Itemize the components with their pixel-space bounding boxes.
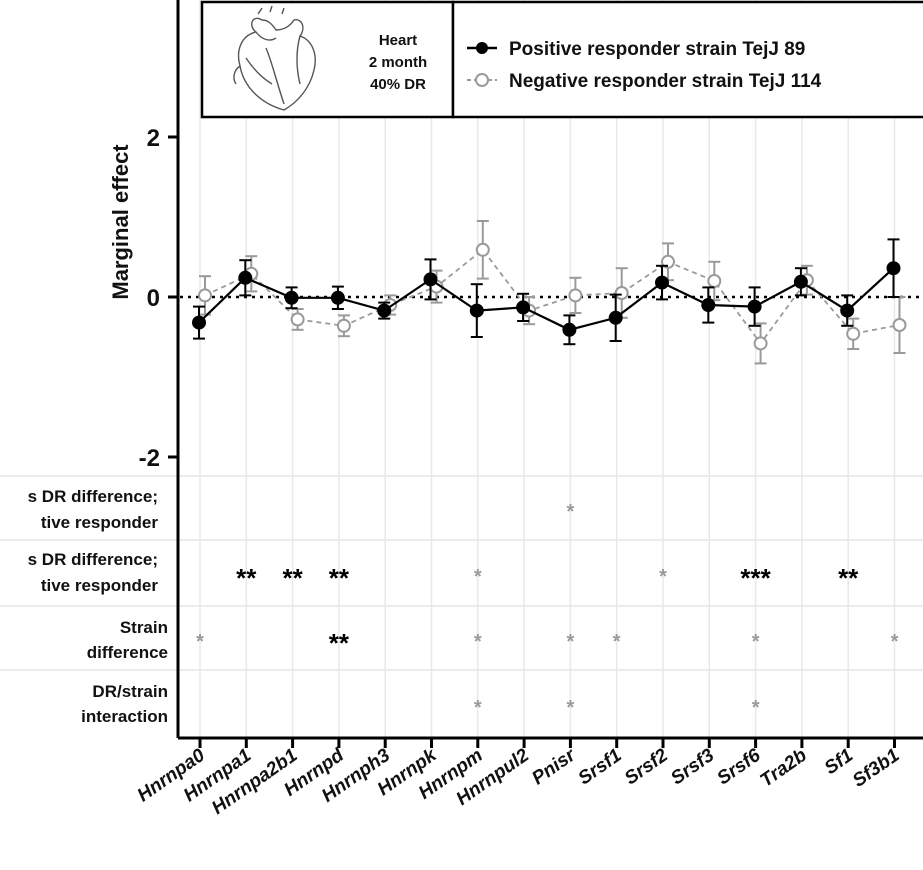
point-0-tra2b: [793, 274, 808, 289]
sig-mark-1-sf1: **: [838, 563, 859, 593]
point-1-hnrnpd: [336, 318, 351, 333]
legend-label-negative: Negative responder strain TejJ 114: [509, 71, 822, 92]
legend-entry-negative: Negative responder strain TejJ 114: [467, 71, 822, 92]
inset-box: Heart 2 month 40% DR: [200, 0, 455, 119]
point-0-hnrnpk: [423, 272, 438, 287]
y-tick-label-0: 0: [147, 285, 160, 312]
point-1-srsf6: [753, 336, 768, 351]
inset-line-1: Heart: [379, 32, 417, 49]
x-tick-label-srsf6: Srsf6: [713, 745, 764, 790]
sig-mark-0-pnisr: *: [567, 501, 575, 523]
point-1-srsf1: [614, 286, 629, 300]
x-tick-labels: Hnrnpa0Hnrnpa1Hnrnpa2b1HnrnpdHnrnph3Hnrn…: [134, 738, 903, 819]
y-axis-label: Marginal effect: [108, 144, 133, 300]
row-label-0-0: s DR difference;: [28, 487, 158, 506]
inset-line-2: 2 month: [369, 54, 427, 71]
point-0-hnrnpa0: [192, 315, 206, 330]
axes: Marginal effect: [108, 0, 923, 740]
y-ticks: -2 0 2: [139, 125, 178, 472]
series-negative: [198, 220, 907, 365]
point-1-pnisr: [568, 288, 583, 303]
row-label-1-1: tive responder: [41, 576, 159, 595]
legend: Positive responder strain TejJ 89 Negati…: [451, 0, 923, 119]
sig-mark-3-hnrnpm: *: [474, 697, 482, 719]
row-label-3-1: interaction: [81, 707, 168, 726]
inset-line-3: 40% DR: [370, 76, 426, 93]
point-0-hnrnpm: [469, 303, 484, 318]
series-line-0: [198, 267, 895, 331]
row-label-3-0: DR/strain: [92, 682, 168, 701]
point-1-hnrnpa0: [198, 288, 212, 303]
point-1-hnrnpm: [475, 242, 490, 257]
sig-mark-1-hnrnpm: *: [474, 566, 482, 588]
point-1-sf3b1: [892, 318, 907, 332]
point-0-hnrnph3: [377, 303, 392, 318]
point-0-hnrnpul2: [516, 300, 531, 315]
row-label-2-1: difference: [87, 643, 168, 662]
x-tick-label-sf3b1: Sf3b1: [849, 745, 903, 792]
row-label-0-1: tive responder: [41, 513, 159, 532]
point-0-pnisr: [562, 322, 577, 337]
vertical-gridlines: [199, 0, 896, 738]
sig-mark-2-hnrnpm: *: [474, 631, 482, 653]
sig-mark-2-hnrnpd: **: [329, 628, 350, 658]
sig-mark-1-hnrnpa1: **: [236, 563, 257, 593]
legend-label-positive: Positive responder strain TejJ 89: [509, 39, 805, 60]
sig-mark-3-pnisr: *: [567, 697, 575, 719]
point-1-sf1: [846, 326, 861, 341]
sig-mark-2-sf3b1: *: [891, 631, 899, 653]
series-positive: [192, 238, 901, 346]
y-tick-label-2: 2: [147, 125, 160, 152]
legend-marker-negative: [475, 73, 489, 87]
x-tick-label-pnisr: Pnisr: [528, 744, 580, 789]
sig-mark-1-srsf2: *: [659, 566, 667, 588]
sig-mark-1-hnrnpa2b1: **: [282, 563, 303, 593]
sig-mark-2-hnrnpa0: *: [196, 631, 204, 653]
point-0-sf3b1: [886, 261, 901, 276]
series-line-1: [204, 248, 900, 345]
x-tick-label-srsf2: Srsf2: [621, 745, 672, 790]
point-0-srsf3: [701, 298, 716, 312]
point-1-srsf3: [707, 274, 722, 288]
significance-rows: s DR difference; tive responder s DR diffe…: [0, 475, 923, 726]
sig-mark-2-srsf6: *: [752, 631, 760, 653]
sig-mark-1-hnrnpd: **: [329, 563, 350, 593]
x-tick-label-srsf3: Srsf3: [667, 745, 718, 790]
heart-icon: [233, 5, 316, 111]
point-0-srsf2: [655, 275, 669, 290]
point-0-hnrnpd: [330, 290, 345, 305]
point-0-hnrnpa1: [238, 270, 253, 285]
point-0-sf1: [840, 303, 855, 318]
sig-mark-2-srsf1: *: [613, 631, 621, 653]
point-1-hnrnpa2b1: [290, 312, 305, 327]
legend-entry-positive: Positive responder strain TejJ 89: [467, 39, 805, 60]
point-0-srsf1: [608, 310, 623, 325]
sig-mark-2-pnisr: *: [567, 631, 575, 653]
x-tick-label-tra2b: Tra2b: [757, 745, 811, 792]
legend-marker-positive: [476, 42, 488, 54]
point-0-hnrnpa2b1: [284, 290, 299, 305]
row-label-1-0: s DR difference;: [28, 550, 158, 569]
sig-mark-1-srsf6: ***: [740, 563, 771, 593]
point-0-srsf6: [747, 299, 762, 314]
significance-marks: *** ** ** * * *** *** ** * * * * ** * *: [196, 501, 899, 719]
series-layer: [192, 220, 907, 365]
row-label-2-0: Strain: [120, 618, 168, 637]
sig-mark-3-srsf6: *: [752, 697, 760, 719]
y-tick-label--2: -2: [139, 445, 160, 472]
x-tick-label-srsf1: Srsf1: [575, 745, 626, 789]
